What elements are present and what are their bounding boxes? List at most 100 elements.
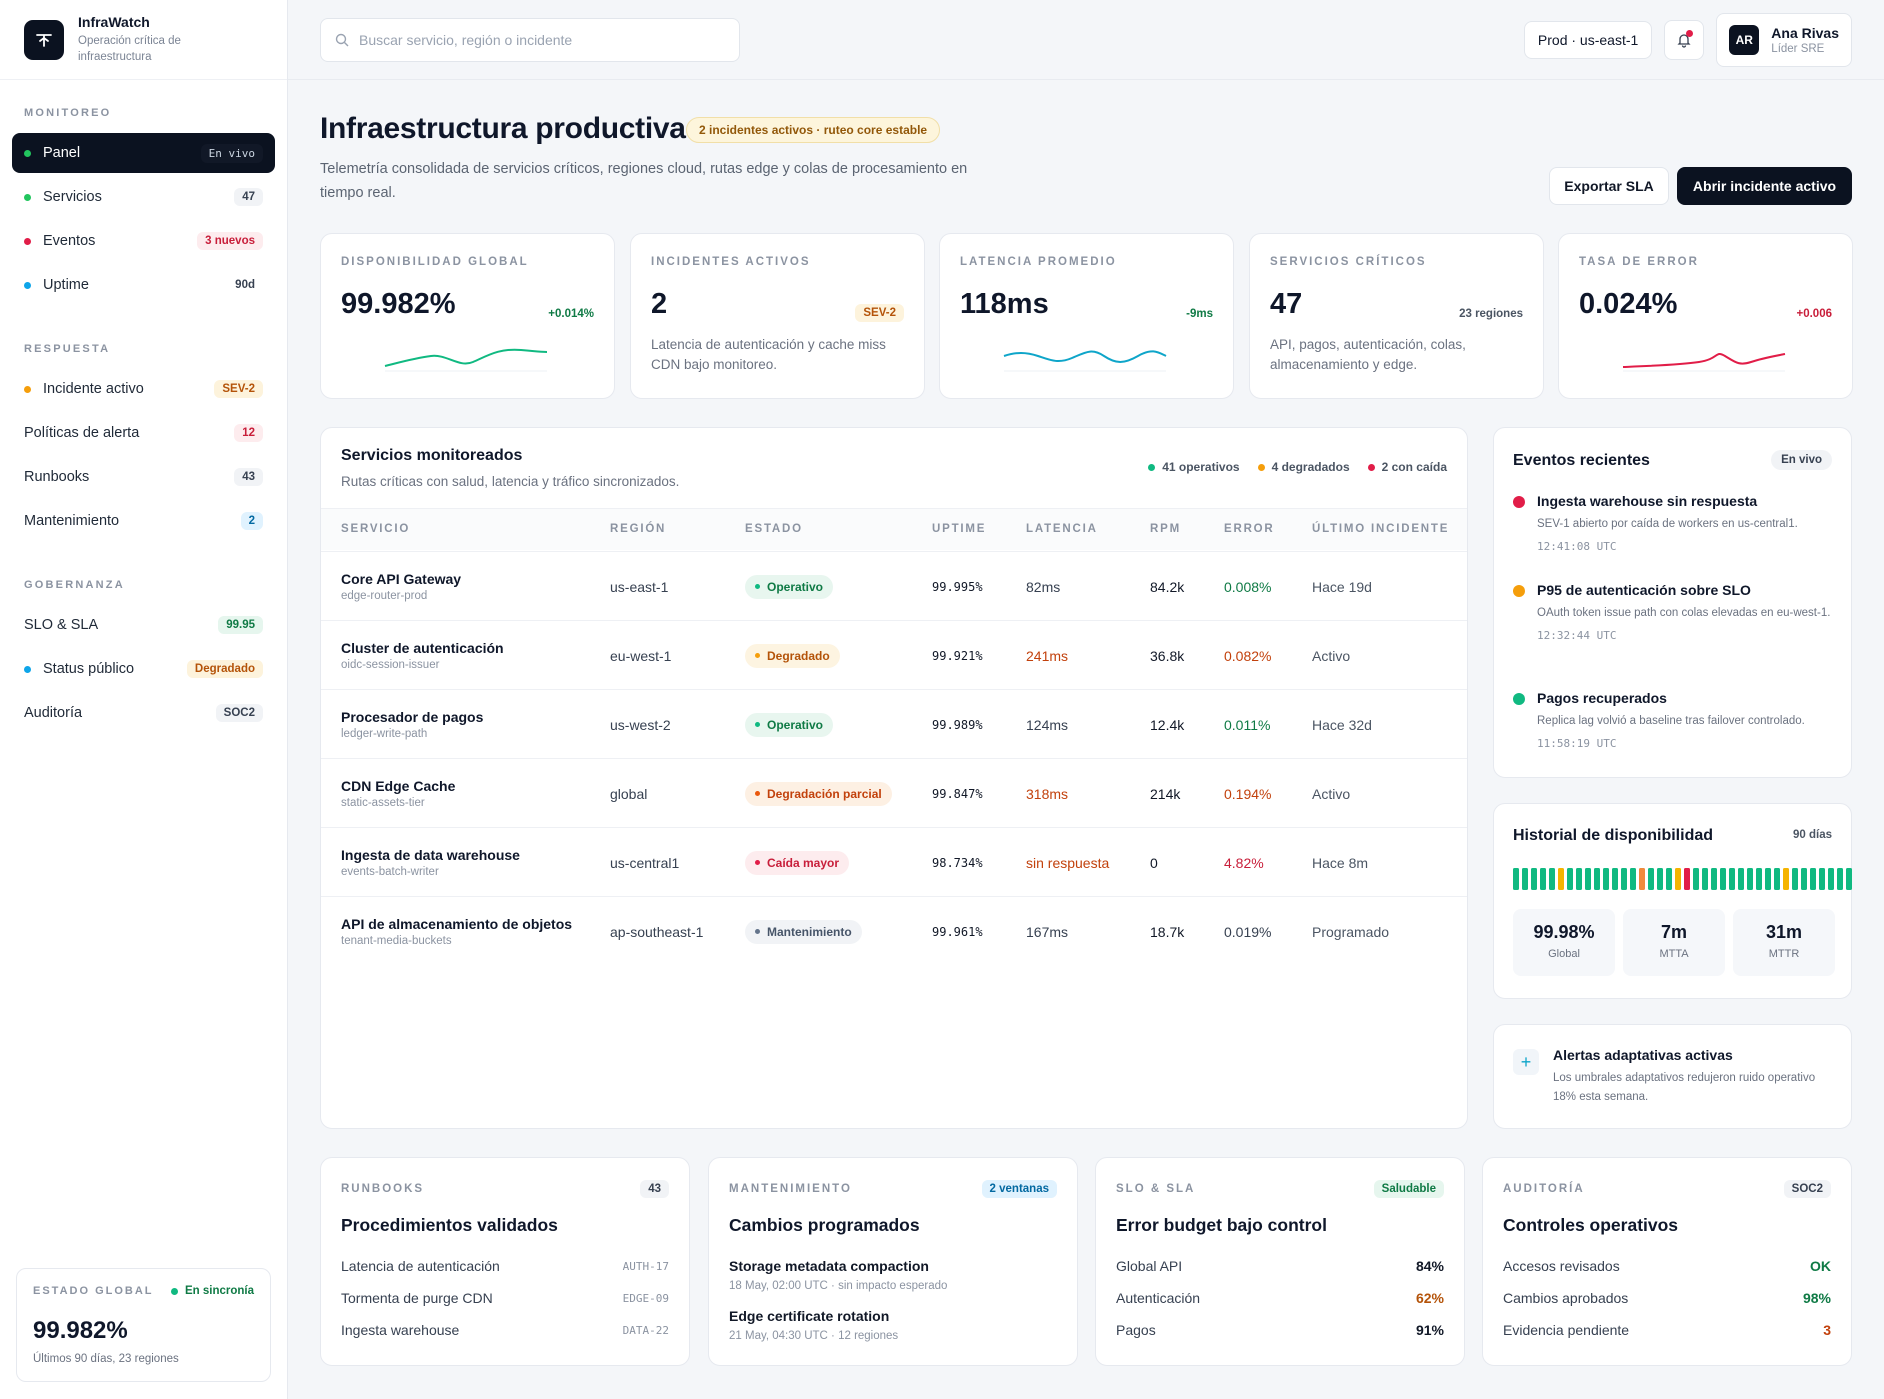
sidebar-item-auditoria[interactable]: Auditoría SOC2 <box>12 693 275 733</box>
sidebar-item-label: Uptime <box>43 277 89 293</box>
section-gobernanza: GOBERNANZA <box>24 579 125 591</box>
budget-row: Pagos 91% <box>1116 1314 1444 1346</box>
uptime-day-bar[interactable] <box>1693 868 1699 890</box>
uptime-day-bar[interactable] <box>1531 868 1537 890</box>
uptime-day-bar[interactable] <box>1738 868 1744 890</box>
sidebar-item-label: Políticas de alerta <box>24 425 140 441</box>
notifications-button[interactable] <box>1664 19 1705 60</box>
search-input[interactable] <box>359 31 725 48</box>
uptime-day-bar[interactable] <box>1621 868 1627 890</box>
uptime-day-bar[interactable] <box>1594 868 1600 890</box>
card-label: AUDITORÍA <box>1503 1183 1585 1195</box>
uptime-day-bar[interactable] <box>1747 868 1753 890</box>
budget-value: 91% <box>1415 1322 1444 1338</box>
sidebar-item-uptime[interactable]: Uptime 90d <box>12 265 275 305</box>
status-dot-icon <box>755 722 760 727</box>
sidebar-item-politicas[interactable]: Políticas de alerta 12 <box>12 413 275 453</box>
table-row[interactable]: Cluster de autenticación oidc-session-iss… <box>321 620 1467 689</box>
latency-cell: 82ms <box>1026 578 1061 595</box>
kpi-value: 2 <box>651 288 668 320</box>
uptime-day-bar[interactable] <box>1648 868 1654 890</box>
uptime-day-bar[interactable] <box>1558 868 1564 890</box>
table-row[interactable]: Procesador de pagos ledger-write-path us-w… <box>321 689 1467 758</box>
maintenance-item[interactable]: Storage metadata compaction 18 May, 02:0… <box>729 1258 1057 1292</box>
uptime-day-bar[interactable] <box>1720 868 1726 890</box>
legend-operativos: 41 operativos <box>1148 460 1240 474</box>
runbook-item[interactable]: Tormenta de purge CDN EDGE-09 <box>341 1282 669 1314</box>
adaptive-alerts-card[interactable]: + Alertas adaptativas activas Los umbral… <box>1493 1024 1852 1129</box>
maintenance-item[interactable]: Edge certificate rotation 21 May, 04:30 … <box>729 1308 1057 1342</box>
uptime-day-bar[interactable] <box>1549 868 1555 890</box>
sidebar-item-panel[interactable]: Panel En vivo <box>12 133 275 173</box>
uptime-day-bar[interactable] <box>1585 868 1591 890</box>
uptime-day-bar[interactable] <box>1603 868 1609 890</box>
user-menu[interactable]: AR Ana Rivas Líder SRE <box>1716 12 1852 67</box>
uptime-day-bar[interactable] <box>1522 868 1528 890</box>
sidebar-item-label: Servicios <box>43 189 102 205</box>
table-row[interactable]: Core API Gateway edge-router-prod us-east-… <box>321 551 1467 620</box>
sidebar-item-slo[interactable]: SLO & SLA 99.95 <box>12 605 275 645</box>
uptime-day-bar[interactable] <box>1729 868 1735 890</box>
uptime-day-bar[interactable] <box>1792 868 1798 890</box>
uptime-day-bar[interactable] <box>1639 868 1645 890</box>
uptime-day-bar[interactable] <box>1765 868 1771 890</box>
runbook-item[interactable]: Latencia de autenticación AUTH-17 <box>341 1250 669 1282</box>
uptime-day-bar[interactable] <box>1702 868 1708 890</box>
uptime-day-bar[interactable] <box>1630 868 1636 890</box>
uptime-day-bar[interactable] <box>1540 868 1546 890</box>
environment-selector[interactable]: Prod · us-east-1 <box>1523 20 1653 59</box>
stat-label: MTTA <box>1659 948 1689 960</box>
sidebar-item-incidente[interactable]: Incidente activo SEV-2 <box>12 369 275 409</box>
uptime-bars <box>1513 868 1852 890</box>
kpi-value: 0.024% <box>1579 288 1678 320</box>
sidebar-item-label: Eventos <box>43 233 96 249</box>
table-row[interactable]: CDN Edge Cache static-assets-tier global De… <box>321 758 1467 827</box>
uptime-day-bar[interactable] <box>1783 868 1789 890</box>
uptime-day-bar[interactable] <box>1657 868 1663 890</box>
status-cell: Mantenimiento <box>745 897 862 966</box>
uptime-day-bar[interactable] <box>1846 868 1852 890</box>
sidebar-item-runbooks[interactable]: Runbooks 43 <box>12 457 275 497</box>
uptime-day-bar[interactable] <box>1684 868 1690 890</box>
uptime-day-bar[interactable] <box>1612 868 1618 890</box>
sidebar-item-mantenimiento[interactable]: Mantenimiento 2 <box>12 501 275 541</box>
uptime-day-bar[interactable] <box>1819 868 1825 890</box>
uptime-day-bar[interactable] <box>1801 868 1807 890</box>
uptime-day-bar[interactable] <box>1774 868 1780 890</box>
event-time: 11:58:19 UTC <box>1537 737 1617 750</box>
uptime-day-bar[interactable] <box>1666 868 1672 890</box>
sidebar-item-status-publico[interactable]: Status público Degradado <box>12 649 275 689</box>
sidebar-item-servicios[interactable]: Servicios 47 <box>12 177 275 217</box>
uptime-day-bar[interactable] <box>1828 868 1834 890</box>
uptime-cell: 98.734% <box>932 855 983 870</box>
region-cell: eu-west-1 <box>610 647 672 664</box>
uptime-day-bar[interactable] <box>1810 868 1816 890</box>
status-label: Degradado <box>767 648 830 663</box>
legend-label: 4 degradados <box>1271 460 1350 474</box>
uptime-day-bar[interactable] <box>1711 868 1717 890</box>
sidebar-item-eventos[interactable]: Eventos 3 nuevos <box>12 221 275 261</box>
export-sla-button[interactable]: Exportar SLA <box>1549 167 1669 205</box>
runbook-item[interactable]: Ingesta warehouse DATA-22 <box>341 1314 669 1346</box>
kpi-incidents: INCIDENTES ACTIVOS 2 SEV-2 Latencia de a… <box>630 233 925 399</box>
status-cell: Operativo <box>745 552 834 621</box>
uptime-day-bar[interactable] <box>1675 868 1681 890</box>
table-row[interactable]: API de almacenamiento de objetos tenant-m… <box>321 896 1467 965</box>
uptime-day-bar[interactable] <box>1576 868 1582 890</box>
uptime-day-bar[interactable] <box>1756 868 1762 890</box>
alert-description: Los umbrales adaptativos redujeron ruido… <box>1553 1072 1816 1103</box>
table-row[interactable]: Ingesta de data warehouse events-batch-wr… <box>321 827 1467 896</box>
event-item[interactable]: P95 de autenticación sobre SLO OAuth tok… <box>1513 582 1833 642</box>
open-incident-button[interactable]: Abrir incidente activo <box>1677 167 1852 205</box>
uptime-day-bar[interactable] <box>1513 868 1519 890</box>
service-cell: Cluster de autenticación oidc-session-iss… <box>341 621 504 690</box>
event-item[interactable]: Ingesta warehouse sin respuesta SEV-1 ab… <box>1513 493 1833 553</box>
uptime-day-bar[interactable] <box>1567 868 1573 890</box>
severity-dot-icon <box>1513 693 1525 705</box>
column-header: REGIÓN <box>610 523 667 535</box>
error-cell: 0.011% <box>1224 716 1271 733</box>
uptime-day-bar[interactable] <box>1837 868 1843 890</box>
event-item[interactable]: Pagos recuperados Replica lag volvió a b… <box>1513 690 1833 750</box>
search-bar[interactable] <box>320 17 740 62</box>
service-id: ledger-write-path <box>341 728 428 740</box>
